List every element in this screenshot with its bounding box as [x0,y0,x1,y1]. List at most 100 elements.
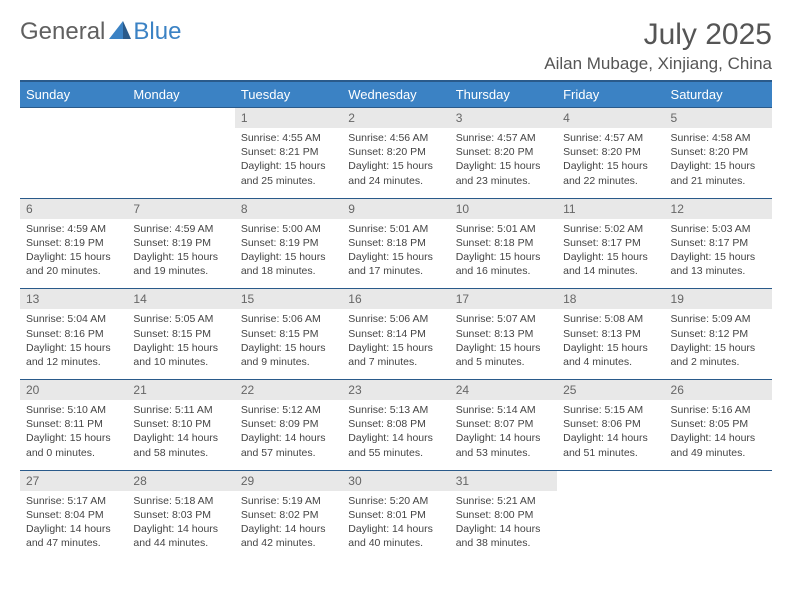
daylight-text: Daylight: 15 hours and 18 minutes. [241,250,336,278]
day-info: Sunrise: 4:59 AMSunset: 8:19 PMDaylight:… [127,219,234,289]
day-number: 4 [557,107,664,128]
day-info: Sunrise: 5:07 AMSunset: 8:13 PMDaylight:… [450,309,557,379]
day-info: Sunrise: 4:55 AMSunset: 8:21 PMDaylight:… [235,128,342,198]
day-number: 27 [20,470,127,491]
calendar-day-cell: 14Sunrise: 5:05 AMSunset: 8:15 PMDayligh… [127,288,234,379]
sunset-text: Sunset: 8:10 PM [133,417,228,431]
calendar-week-row: 27Sunrise: 5:17 AMSunset: 8:04 PMDayligh… [20,470,772,561]
daylight-text: Daylight: 15 hours and 4 minutes. [563,341,658,369]
day-number: 16 [342,288,449,309]
sunrise-text: Sunrise: 4:59 AM [26,222,121,236]
day-info: Sunrise: 5:08 AMSunset: 8:13 PMDaylight:… [557,309,664,379]
day-number: 22 [235,379,342,400]
day-info: Sunrise: 5:17 AMSunset: 8:04 PMDaylight:… [20,491,127,561]
daylight-text: Daylight: 15 hours and 23 minutes. [456,159,551,187]
sunset-text: Sunset: 8:12 PM [671,327,766,341]
sunset-text: Sunset: 8:00 PM [456,508,551,522]
daylight-text: Daylight: 15 hours and 10 minutes. [133,341,228,369]
daylight-text: Daylight: 14 hours and 40 minutes. [348,522,443,550]
weekday-saturday: Saturday [665,81,772,107]
calendar-day-cell [20,107,127,198]
day-info: Sunrise: 4:57 AMSunset: 8:20 PMDaylight:… [450,128,557,198]
daylight-text: Daylight: 14 hours and 53 minutes. [456,431,551,459]
sunrise-text: Sunrise: 5:02 AM [563,222,658,236]
sunset-text: Sunset: 8:04 PM [26,508,121,522]
sunset-text: Sunset: 8:21 PM [241,145,336,159]
day-info: Sunrise: 5:12 AMSunset: 8:09 PMDaylight:… [235,400,342,470]
calendar-day-cell: 20Sunrise: 5:10 AMSunset: 8:11 PMDayligh… [20,379,127,470]
daylight-text: Daylight: 14 hours and 57 minutes. [241,431,336,459]
sunrise-text: Sunrise: 5:03 AM [671,222,766,236]
calendar-day-cell: 22Sunrise: 5:12 AMSunset: 8:09 PMDayligh… [235,379,342,470]
day-number: 10 [450,198,557,219]
calendar-day-cell: 4Sunrise: 4:57 AMSunset: 8:20 PMDaylight… [557,107,664,198]
day-info [557,490,664,550]
day-info: Sunrise: 5:10 AMSunset: 8:11 PMDaylight:… [20,400,127,470]
sunset-text: Sunset: 8:19 PM [241,236,336,250]
sunrise-text: Sunrise: 4:58 AM [671,131,766,145]
day-info: Sunrise: 5:11 AMSunset: 8:10 PMDaylight:… [127,400,234,470]
daylight-text: Daylight: 14 hours and 47 minutes. [26,522,121,550]
calendar-day-cell: 6Sunrise: 4:59 AMSunset: 8:19 PMDaylight… [20,198,127,289]
day-number: 2 [342,107,449,128]
calendar-day-cell: 31Sunrise: 5:21 AMSunset: 8:00 PMDayligh… [450,470,557,561]
calendar-day-cell: 8Sunrise: 5:00 AMSunset: 8:19 PMDaylight… [235,198,342,289]
calendar-day-cell: 19Sunrise: 5:09 AMSunset: 8:12 PMDayligh… [665,288,772,379]
day-number: 28 [127,470,234,491]
day-number: 5 [665,107,772,128]
calendar-day-cell: 13Sunrise: 5:04 AMSunset: 8:16 PMDayligh… [20,288,127,379]
calendar-day-cell: 16Sunrise: 5:06 AMSunset: 8:14 PMDayligh… [342,288,449,379]
calendar-day-cell: 12Sunrise: 5:03 AMSunset: 8:17 PMDayligh… [665,198,772,289]
calendar-day-cell: 11Sunrise: 5:02 AMSunset: 8:17 PMDayligh… [557,198,664,289]
daylight-text: Daylight: 15 hours and 12 minutes. [26,341,121,369]
day-number [557,470,664,490]
daylight-text: Daylight: 15 hours and 13 minutes. [671,250,766,278]
day-info: Sunrise: 5:03 AMSunset: 8:17 PMDaylight:… [665,219,772,289]
weekday-monday: Monday [127,81,234,107]
calendar-day-cell: 26Sunrise: 5:16 AMSunset: 8:05 PMDayligh… [665,379,772,470]
day-number [127,107,234,127]
sunrise-text: Sunrise: 5:05 AM [133,312,228,326]
sunset-text: Sunset: 8:08 PM [348,417,443,431]
day-number: 25 [557,379,664,400]
daylight-text: Daylight: 15 hours and 25 minutes. [241,159,336,187]
logo-text-2: Blue [133,18,181,46]
day-info: Sunrise: 5:06 AMSunset: 8:15 PMDaylight:… [235,309,342,379]
sunset-text: Sunset: 8:05 PM [671,417,766,431]
sunrise-text: Sunrise: 5:10 AM [26,403,121,417]
daylight-text: Daylight: 15 hours and 0 minutes. [26,431,121,459]
sunset-text: Sunset: 8:14 PM [348,327,443,341]
sunrise-text: Sunrise: 5:17 AM [26,494,121,508]
title-block: July 2025 Ailan Mubage, Xinjiang, China [544,18,772,74]
day-number: 3 [450,107,557,128]
day-number: 8 [235,198,342,219]
sunset-text: Sunset: 8:19 PM [133,236,228,250]
day-number: 11 [557,198,664,219]
day-number: 29 [235,470,342,491]
sunrise-text: Sunrise: 4:57 AM [563,131,658,145]
calendar-week-row: 6Sunrise: 4:59 AMSunset: 8:19 PMDaylight… [20,198,772,289]
daylight-text: Daylight: 14 hours and 42 minutes. [241,522,336,550]
sunset-text: Sunset: 8:20 PM [563,145,658,159]
sunset-text: Sunset: 8:18 PM [348,236,443,250]
calendar-week-row: 20Sunrise: 5:10 AMSunset: 8:11 PMDayligh… [20,379,772,470]
calendar-table: Sunday Monday Tuesday Wednesday Thursday… [20,80,772,560]
day-number: 21 [127,379,234,400]
sunset-text: Sunset: 8:13 PM [456,327,551,341]
logo: General Blue [20,18,181,46]
day-info: Sunrise: 5:19 AMSunset: 8:02 PMDaylight:… [235,491,342,561]
daylight-text: Daylight: 15 hours and 21 minutes. [671,159,766,187]
weekday-tuesday: Tuesday [235,81,342,107]
day-number: 19 [665,288,772,309]
calendar-week-row: 1Sunrise: 4:55 AMSunset: 8:21 PMDaylight… [20,107,772,198]
daylight-text: Daylight: 14 hours and 55 minutes. [348,431,443,459]
calendar-day-cell: 30Sunrise: 5:20 AMSunset: 8:01 PMDayligh… [342,470,449,561]
daylight-text: Daylight: 15 hours and 16 minutes. [456,250,551,278]
calendar-day-cell: 28Sunrise: 5:18 AMSunset: 8:03 PMDayligh… [127,470,234,561]
calendar-day-cell [665,470,772,561]
day-number: 9 [342,198,449,219]
weekday-friday: Friday [557,81,664,107]
location-subtitle: Ailan Mubage, Xinjiang, China [544,54,772,74]
calendar-week-row: 13Sunrise: 5:04 AMSunset: 8:16 PMDayligh… [20,288,772,379]
day-info: Sunrise: 5:01 AMSunset: 8:18 PMDaylight:… [450,219,557,289]
